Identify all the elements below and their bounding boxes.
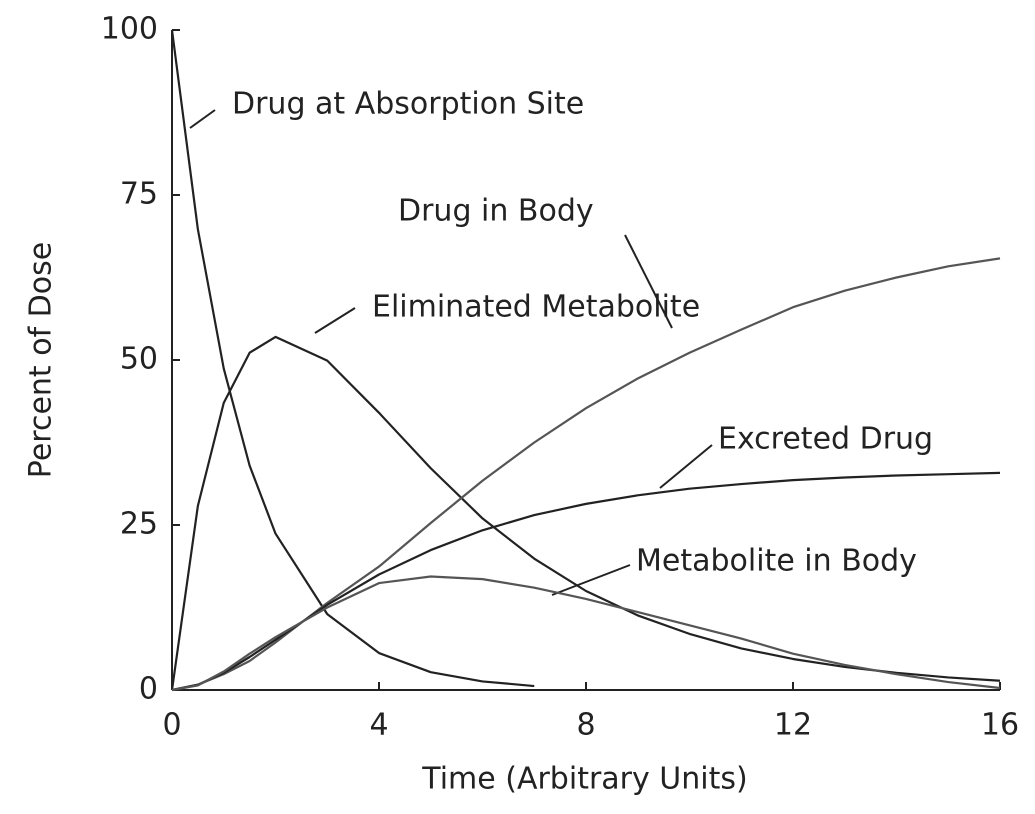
x-tick-label: 8 (576, 708, 595, 743)
series-line (170, 335, 1001, 691)
leader-line (659, 444, 713, 489)
series-label: Excreted Drug (718, 422, 933, 457)
y-axis-label: Percent of Dose (24, 242, 59, 478)
series-line (170, 29, 535, 688)
leader-line (551, 564, 631, 596)
series-label: Metabolite in Body (636, 544, 917, 579)
x-axis-label: Time (Arbitrary Units) (421, 762, 747, 797)
x-tick-label: 12 (774, 708, 812, 743)
series-line (171, 471, 1001, 692)
y-tick-label: 100 (101, 12, 158, 47)
series-line (171, 575, 1001, 692)
x-tick-label: 4 (369, 708, 388, 743)
leader-line (314, 307, 356, 334)
series-label: Eliminated Metabolite (372, 290, 700, 325)
leader-line (624, 234, 673, 329)
y-tick-label: 25 (120, 507, 158, 542)
y-tick-label: 75 (120, 177, 158, 212)
x-tick-label: 16 (981, 708, 1019, 743)
leader-line (189, 109, 216, 129)
y-tick-label: 50 (120, 342, 158, 377)
series-label: Drug in Body (398, 194, 594, 229)
series-label: Drug at Absorption Site (232, 87, 584, 122)
y-tick-label: 0 (139, 672, 158, 707)
x-tick-label: 0 (162, 708, 181, 743)
series-line (171, 257, 1001, 692)
